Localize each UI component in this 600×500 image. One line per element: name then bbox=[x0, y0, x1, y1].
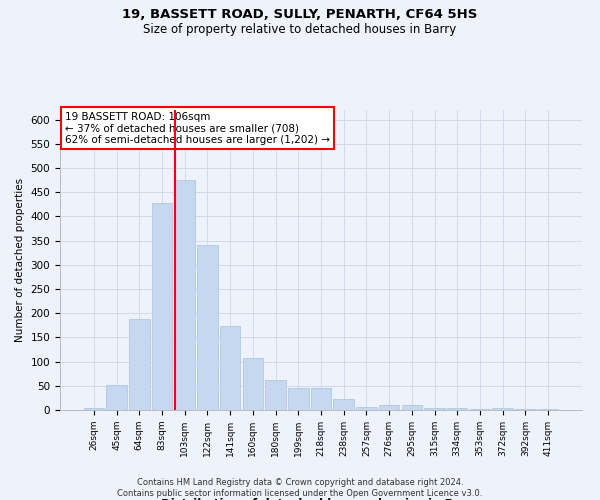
Text: 19 BASSETT ROAD: 106sqm
← 37% of detached houses are smaller (708)
62% of semi-d: 19 BASSETT ROAD: 106sqm ← 37% of detache… bbox=[65, 112, 330, 144]
Bar bbox=[515, 408, 536, 410]
Y-axis label: Number of detached properties: Number of detached properties bbox=[15, 178, 25, 342]
Bar bbox=[175, 180, 195, 410]
Bar bbox=[197, 246, 218, 410]
Bar bbox=[493, 408, 513, 410]
Bar bbox=[379, 405, 400, 410]
Bar bbox=[242, 358, 263, 410]
Bar bbox=[265, 380, 286, 410]
Text: Contains HM Land Registry data © Crown copyright and database right 2024.
Contai: Contains HM Land Registry data © Crown c… bbox=[118, 478, 482, 498]
X-axis label: Distribution of detached houses by size in Barry: Distribution of detached houses by size … bbox=[161, 498, 481, 500]
Bar bbox=[334, 400, 354, 410]
Bar bbox=[311, 388, 331, 410]
Bar bbox=[401, 405, 422, 410]
Bar bbox=[424, 408, 445, 410]
Bar bbox=[470, 409, 490, 410]
Bar bbox=[288, 388, 308, 410]
Bar bbox=[129, 319, 149, 410]
Text: 19, BASSETT ROAD, SULLY, PENARTH, CF64 5HS: 19, BASSETT ROAD, SULLY, PENARTH, CF64 5… bbox=[122, 8, 478, 20]
Bar bbox=[152, 203, 172, 410]
Bar bbox=[447, 408, 467, 410]
Bar bbox=[220, 326, 241, 410]
Bar bbox=[106, 385, 127, 410]
Bar bbox=[356, 406, 377, 410]
Bar bbox=[538, 409, 558, 410]
Bar bbox=[84, 408, 104, 410]
Text: Size of property relative to detached houses in Barry: Size of property relative to detached ho… bbox=[143, 22, 457, 36]
